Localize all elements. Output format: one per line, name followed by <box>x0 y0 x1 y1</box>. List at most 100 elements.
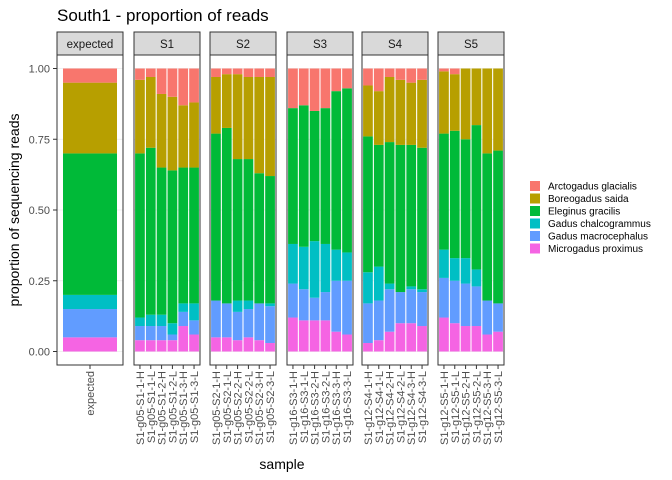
bar-segment-gadus-macrocephalus <box>363 303 373 344</box>
bar-segment-gadus-macrocephalus <box>178 311 189 327</box>
bar-segment-gadus-chalcogrammus <box>298 246 309 290</box>
bar-segment-gadus-macrocephalus <box>309 297 320 321</box>
bar-segment-gadus-macrocephalus <box>342 280 352 335</box>
bar-segment-eleginus-gracilis <box>265 176 275 304</box>
bar-segment-arctogadus-glacialis <box>298 68 309 106</box>
bar-segment-arctogadus-glacialis <box>342 68 352 89</box>
bar-S1-g05-S2-1-H <box>211 68 221 352</box>
bar-segment-microgadus-proximus <box>145 340 156 352</box>
bar-segment-arctogadus-glacialis <box>449 68 460 75</box>
legend-swatch <box>530 193 540 204</box>
bar-S1-g16-S3-3-H <box>331 68 342 352</box>
bar-segment-microgadus-proximus <box>309 320 320 352</box>
bar-segment-microgadus-proximus <box>288 317 298 352</box>
legend-label: Gadus macrocephalus <box>548 232 648 243</box>
bar-segment-arctogadus-glacialis <box>156 68 167 94</box>
bar-segment-arctogadus-glacialis <box>439 68 449 72</box>
x-tick-label: S1-g16-S3-2-L <box>320 371 332 443</box>
legend-item: Boreogadus saida <box>530 193 629 205</box>
bar-segment-boreogadus-saida <box>363 85 373 137</box>
x-tick-label: S1-g12-S5-2-L <box>471 371 483 443</box>
bar-S1-g12-S5-1-L <box>449 68 460 352</box>
bar-segment-boreogadus-saida <box>167 96 178 171</box>
legend-item: Eleginus gracilis <box>530 206 620 218</box>
bar-segment-microgadus-proximus <box>254 340 265 352</box>
bar-segment-eleginus-gracilis <box>189 167 199 304</box>
x-tick-label: S1-g05-S2-1-H <box>211 371 223 445</box>
bar-segment-gadus-chalcogrammus <box>417 289 427 293</box>
bar-segment-gadus-macrocephalus <box>406 289 417 324</box>
bar-segment-arctogadus-glacialis <box>189 68 199 103</box>
bar-S1-g05-S2-2-L <box>243 68 254 352</box>
bar-segment-microgadus-proximus <box>211 337 221 352</box>
legend-swatch <box>530 218 540 229</box>
x-tick-label: S1-g05-S1-1-L <box>146 371 158 443</box>
panel-border <box>56 54 124 366</box>
bar-segment-boreogadus-saida <box>439 71 449 134</box>
legend-swatch <box>530 181 540 191</box>
bar-S1-g05-S1-2-L <box>167 68 178 352</box>
bar-segment-eleginus-gracilis <box>309 110 320 242</box>
x-tick-label: S1-g16-S3-3-L <box>342 371 354 443</box>
bar-segment-microgadus-proximus <box>221 337 232 352</box>
bar-segment-boreogadus-saida <box>449 74 460 131</box>
bar-S1-g16-S3-1-L <box>298 68 309 352</box>
bar-segment-gadus-macrocephalus <box>482 300 493 335</box>
bar-segment-boreogadus-saida <box>460 68 471 140</box>
bar-segment-eleginus-gracilis <box>63 153 117 295</box>
facet-panel-S5: S5S1-g12-S5-1-HS1-g12-S5-1-LS1-g12-S5-2-… <box>437 31 505 445</box>
x-tick-label: S1-g05-S1-3-H <box>178 371 190 445</box>
legend-swatch <box>530 243 540 254</box>
bar-segment-boreogadus-saida <box>254 76 265 174</box>
bar-segment-arctogadus-glacialis <box>145 68 156 77</box>
bar-segment-arctogadus-glacialis <box>417 68 427 80</box>
bar-segment-eleginus-gracilis <box>145 147 156 315</box>
bar-segment-microgadus-proximus <box>135 340 145 352</box>
bar-S1-g12-S4-1-H <box>363 68 373 352</box>
bar-segment-gadus-macrocephalus <box>417 292 427 327</box>
legend-label: Arctogadus glacialis <box>548 182 637 193</box>
bar-segment-arctogadus-glacialis <box>243 68 254 77</box>
legend-label: Gadus chalcogrammus <box>548 219 651 230</box>
bar-segment-eleginus-gracilis <box>211 133 221 301</box>
y-tick-label: 0.25 <box>29 276 50 288</box>
bar-S1-g12-S5-2-H <box>460 68 471 352</box>
x-tick-label: S1-g05-S1-1-H <box>135 371 147 445</box>
bar-segment-arctogadus-glacialis <box>178 68 189 106</box>
legend-label: Microgadus proximus <box>548 244 643 255</box>
bar-segment-microgadus-proximus <box>373 340 384 352</box>
bar-segment-eleginus-gracilis <box>221 127 232 304</box>
bar-segment-microgadus-proximus <box>178 326 189 352</box>
bar-S1-g05-S2-1-L <box>221 68 232 352</box>
facet-strip-label: expected <box>67 39 114 51</box>
y-tick-label: 0.00 <box>29 347 50 359</box>
bar-segment-gadus-chalcogrammus <box>265 303 275 307</box>
x-tick-label: expected <box>85 371 97 416</box>
bar-segment-gadus-chalcogrammus <box>342 252 352 281</box>
y-tick-label: 0.50 <box>29 205 50 217</box>
bar-segment-gadus-macrocephalus <box>298 289 309 321</box>
bar-segment-boreogadus-saida <box>406 82 417 145</box>
bar-segment-gadus-chalcogrammus <box>145 314 156 327</box>
x-axis-title: sample <box>259 456 304 472</box>
bar-segment-microgadus-proximus <box>449 323 460 352</box>
bar-segment-boreogadus-saida <box>135 79 145 154</box>
panel-border <box>437 54 505 366</box>
bar-segment-boreogadus-saida <box>178 105 189 168</box>
bar-segment-microgadus-proximus <box>471 326 482 352</box>
legend-swatch <box>530 231 540 241</box>
bar-segment-eleginus-gracilis <box>449 130 460 259</box>
y-tick-label: 1.00 <box>29 64 50 76</box>
bar-segment-microgadus-proximus <box>243 337 254 352</box>
bar-S1-g12-S4-1-L <box>373 68 384 352</box>
bar-segment-arctogadus-glacialis <box>384 68 395 77</box>
y-tick-label: 0.75 <box>29 134 50 146</box>
x-tick-label: S1-g12-S5-2-H <box>461 371 473 445</box>
y-axis: 0.00 0.25 0.50 0.75 1.00 <box>29 64 57 359</box>
bar-segment-gadus-chalcogrammus <box>460 258 471 284</box>
bar-segment-gadus-chalcogrammus <box>178 303 189 312</box>
bar-S1-g12-S5-3-H <box>482 68 493 352</box>
bar-segment-gadus-macrocephalus <box>232 311 243 341</box>
bar-segment-boreogadus-saida <box>156 93 167 168</box>
x-tick-label: S1-g12-S5-1-L <box>450 371 462 443</box>
